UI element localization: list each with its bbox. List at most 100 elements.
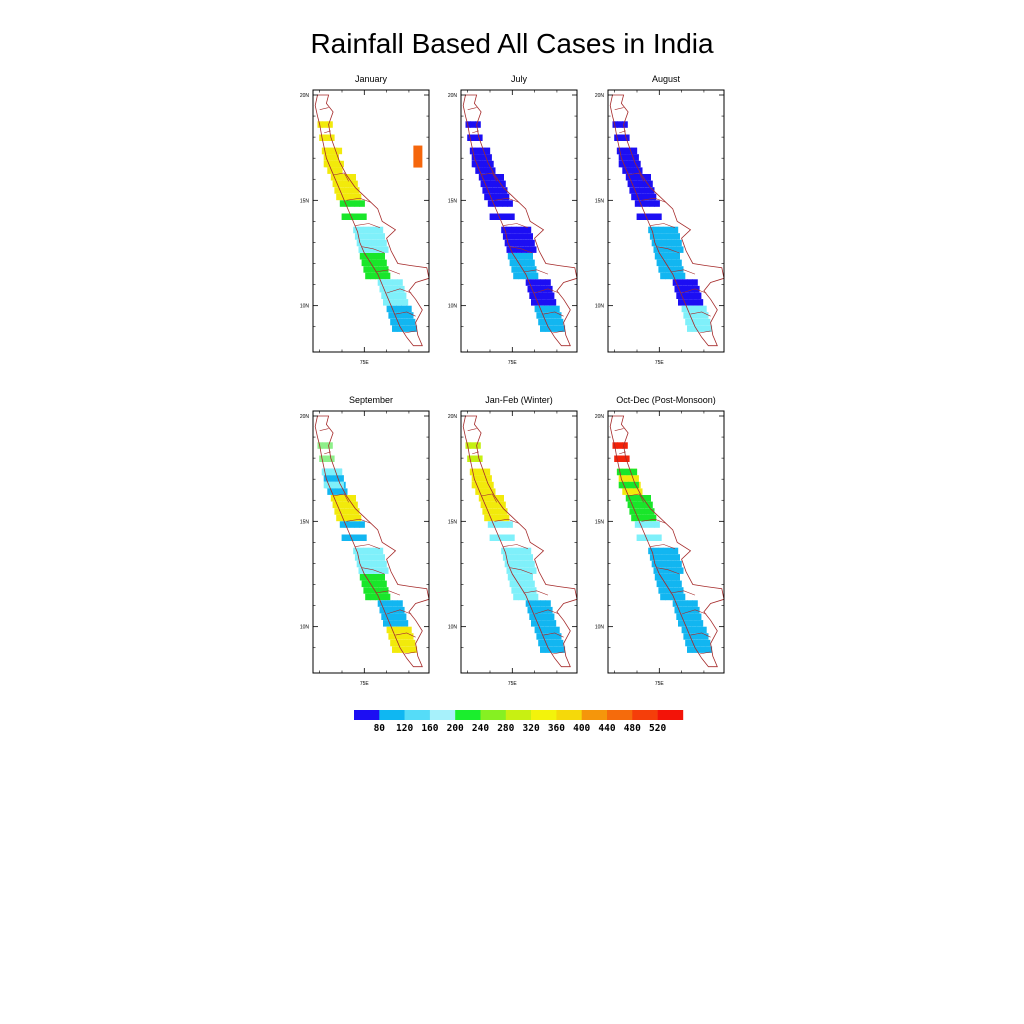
- rainfall-cell: [498, 193, 505, 201]
- rainfall-cell: [474, 468, 481, 476]
- rainfall-cell: [500, 501, 506, 509]
- rainfall-cell: [363, 567, 369, 574]
- rainfall-cell: [653, 226, 659, 234]
- figure-title: Rainfall Based All Cases in India: [310, 28, 714, 59]
- rainfall-cell: [535, 279, 541, 286]
- rainfall-cell: [520, 226, 527, 234]
- rainfall-cell: [509, 213, 515, 220]
- rainfall-cell: [656, 534, 662, 541]
- rainfall-cell: [672, 600, 679, 607]
- rainfall-cell: [639, 200, 646, 207]
- rainfall-cell: [485, 180, 491, 188]
- rainfall-cell: [346, 213, 352, 220]
- rainfall-cell: [344, 187, 350, 194]
- rainfall-cell: [506, 547, 512, 555]
- district-boundary: [641, 518, 667, 524]
- rainfall-cell: [527, 253, 533, 260]
- rainfall-cell: [695, 639, 701, 647]
- rainfall-cell: [681, 305, 688, 313]
- rainfall-cell: [382, 279, 389, 286]
- rainfall-cell: [649, 521, 655, 528]
- map-frame: [460, 410, 578, 674]
- rainfall-cell: [379, 253, 385, 260]
- rainfall-cell: [666, 560, 672, 568]
- district-boundary: [333, 172, 349, 182]
- rainfall-cell: [704, 318, 711, 326]
- rainfall-cell: [377, 547, 384, 555]
- rainfall-cell: [329, 134, 335, 141]
- rainfall-cell: [336, 468, 343, 476]
- rainfall-cell: [632, 167, 638, 174]
- rainfall-cell: [354, 508, 360, 515]
- rainfall-cell: [398, 633, 404, 640]
- rainfall-cell: [687, 325, 693, 332]
- rainfall-cell: [532, 272, 539, 280]
- rainfall-cell: [527, 574, 533, 581]
- rainfall-cell: [402, 620, 409, 627]
- rainfall-cell: [545, 299, 552, 306]
- rainfall-cell: [545, 620, 552, 627]
- rainfall-cell: [515, 547, 522, 555]
- rainfall-cell: [339, 521, 346, 528]
- rainfall-cell: [386, 613, 392, 620]
- rainfall-cell: [396, 305, 402, 313]
- rainfall-cell: [350, 174, 356, 181]
- rainfall-cell: [497, 521, 504, 528]
- rainfall-cell: [504, 534, 510, 541]
- colorbar-label: 400: [573, 723, 590, 734]
- rainfall-cell: [477, 134, 483, 141]
- rainfall-cell: [656, 239, 663, 247]
- rainfall-cell: [633, 481, 639, 489]
- rainfall-cell: [691, 305, 697, 313]
- district-boundary: [355, 544, 381, 549]
- panel-title: July: [511, 74, 528, 84]
- rainfall-cell: [381, 613, 387, 620]
- rainfall-cell: [696, 646, 703, 653]
- rainfall-cell: [381, 580, 387, 588]
- rainfall-cell: [480, 180, 487, 188]
- colorbar-label: 440: [598, 723, 615, 734]
- rainfall-cell: [653, 547, 659, 555]
- rainfall-cell: [383, 266, 389, 273]
- rainfall-cell: [494, 534, 500, 541]
- map-panel-3: August 20N 15N 10N 75E: [595, 74, 725, 366]
- rainfall-cell: [359, 200, 365, 207]
- rainfall-cell: [500, 180, 506, 188]
- rainfall-cell: [699, 318, 706, 326]
- rainfall-cell: [633, 154, 639, 161]
- map-panel-1: January 20N 15N 10N 75E: [300, 74, 430, 366]
- rainfall-cell: [334, 508, 340, 515]
- rainfall-cell: [340, 174, 347, 181]
- rainfall-cell: [659, 253, 666, 260]
- rainfall-cell: [396, 646, 403, 653]
- rainfall-cell: [402, 299, 409, 306]
- region-boundary: [609, 94, 725, 347]
- rainfall-cell: [471, 481, 478, 489]
- rainfall-cell: [480, 167, 486, 174]
- district-boundary: [699, 330, 711, 334]
- rainfall-cell: [351, 213, 357, 220]
- rainfall-cell: [662, 547, 669, 555]
- colorbar-label: 80: [374, 723, 386, 734]
- rainfall-cell: [636, 193, 642, 201]
- rainfall-cell: [332, 488, 338, 495]
- x-tick-label: 75E: [360, 681, 370, 687]
- rainfall-cell: [549, 646, 556, 653]
- rainfall-cell: [674, 593, 681, 601]
- rainfall-cell: [526, 587, 532, 594]
- rainfall-cell: [481, 475, 487, 482]
- rainfall-cell: [619, 455, 625, 462]
- rainfall-cell: [484, 193, 490, 201]
- rainfall-cell: [335, 174, 342, 181]
- rainfall-cell: [673, 246, 679, 253]
- district-boundary: [523, 269, 549, 275]
- rainfall-cell: [486, 154, 492, 161]
- rainfall-cell: [548, 613, 555, 620]
- y-tick-label: 10N: [595, 625, 605, 631]
- rainfall-cell: [549, 626, 555, 634]
- rainfall-cell: [359, 521, 365, 528]
- rainfall-cell: [372, 226, 379, 234]
- rainfall-cell: [624, 455, 630, 462]
- rainfall-cell: [349, 200, 356, 207]
- district-boundary: [386, 288, 412, 294]
